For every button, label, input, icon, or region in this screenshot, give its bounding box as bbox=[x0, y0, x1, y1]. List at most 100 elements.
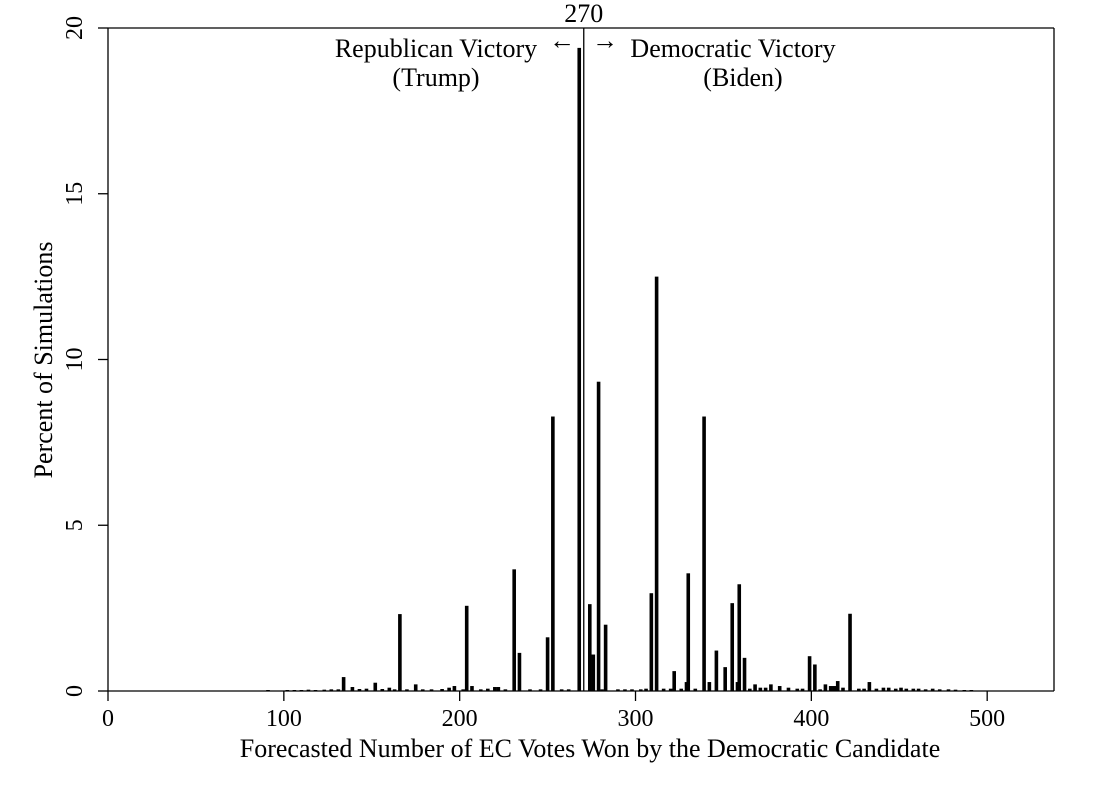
histogram-bar bbox=[835, 681, 840, 691]
histogram-bar bbox=[857, 688, 861, 691]
histogram-bar bbox=[937, 689, 942, 691]
histogram-bar bbox=[413, 684, 418, 691]
histogram-bar bbox=[364, 688, 369, 691]
histogram-bar bbox=[969, 690, 974, 691]
x-tick-label: 100 bbox=[266, 706, 302, 732]
x-tick-label: 400 bbox=[793, 706, 829, 732]
histogram-bar bbox=[763, 687, 768, 691]
histogram-bar bbox=[387, 687, 392, 691]
y-tick-label: 15 bbox=[62, 182, 88, 206]
histogram-bar bbox=[559, 689, 564, 691]
histogram-bar bbox=[753, 684, 757, 691]
histogram-bar bbox=[707, 682, 712, 691]
histogram-bar bbox=[874, 688, 879, 691]
histogram-bar bbox=[818, 689, 822, 691]
histogram-bar bbox=[758, 687, 763, 691]
histogram-bar bbox=[881, 687, 886, 691]
histogram-bar bbox=[517, 652, 522, 691]
democratic-victory-annotation: Democratic Victory (Biden) → bbox=[592, 26, 836, 92]
histogram-bar bbox=[823, 684, 828, 691]
histogram-bar bbox=[322, 689, 327, 691]
histogram-bar bbox=[596, 381, 601, 691]
histogram-bar bbox=[373, 682, 378, 691]
histogram-bar bbox=[587, 604, 592, 691]
histogram-bar bbox=[392, 689, 397, 691]
histogram-bar bbox=[503, 689, 508, 691]
histogram-bar bbox=[795, 688, 800, 691]
histogram-bar bbox=[899, 687, 903, 691]
histogram-bar bbox=[616, 689, 620, 691]
histogram-bar bbox=[461, 689, 465, 691]
histogram-bar bbox=[904, 688, 909, 691]
y-tick-label: 5 bbox=[62, 519, 88, 531]
histogram-bar bbox=[668, 688, 673, 691]
histogram-bar bbox=[405, 689, 409, 691]
threshold-270-label: 270 bbox=[564, 0, 603, 28]
x-tick-label: 200 bbox=[442, 706, 478, 732]
histogram-bar bbox=[313, 690, 318, 691]
republican-victory-annotation: Republican Victory (Trump) ← bbox=[335, 26, 575, 92]
democratic-victory-label: Democratic Victory bbox=[630, 34, 835, 63]
histogram-bar bbox=[600, 689, 604, 691]
biden-label: (Biden) bbox=[703, 63, 782, 92]
histogram-bar bbox=[786, 687, 791, 691]
histogram-bar bbox=[420, 689, 425, 691]
left-arrow-icon: ← bbox=[549, 26, 575, 55]
histogram-bar bbox=[440, 689, 444, 691]
histogram-bar bbox=[661, 688, 666, 691]
histogram-bar bbox=[545, 637, 550, 691]
bars-group bbox=[266, 47, 974, 691]
histogram-bar bbox=[737, 584, 742, 691]
histogram-bar bbox=[723, 667, 727, 691]
histogram-bar bbox=[930, 688, 935, 691]
x-tick-label: 300 bbox=[618, 706, 654, 732]
histogram-bar bbox=[528, 689, 532, 691]
y-tick-label: 0 bbox=[62, 685, 88, 697]
histogram-bar bbox=[946, 689, 951, 691]
histogram-bar bbox=[577, 47, 582, 691]
histogram-bar bbox=[962, 690, 967, 691]
histogram-bar bbox=[266, 690, 270, 691]
republican-victory-label: Republican Victory bbox=[335, 34, 537, 63]
histogram-bar bbox=[496, 687, 501, 691]
histogram-bar bbox=[748, 688, 752, 691]
histogram-bar bbox=[769, 684, 773, 691]
histogram-bar bbox=[953, 689, 958, 691]
x-tick-label: 500 bbox=[969, 706, 1005, 732]
histogram-bar bbox=[357, 689, 362, 691]
histogram-bar bbox=[742, 657, 747, 691]
right-arrow-icon: → bbox=[592, 26, 618, 55]
histogram-bar bbox=[470, 686, 474, 691]
histogram-bar bbox=[638, 689, 643, 691]
histogram-bar bbox=[867, 682, 872, 691]
histogram-bar bbox=[341, 677, 346, 691]
histogram-bar bbox=[686, 573, 691, 691]
histogram-bar bbox=[672, 671, 676, 691]
histogram-bar bbox=[777, 686, 782, 691]
histogram-bar bbox=[649, 593, 654, 691]
histogram-bar bbox=[306, 689, 311, 691]
histogram-bar bbox=[486, 688, 490, 691]
histogram-bar bbox=[623, 689, 627, 691]
histogram-bar bbox=[350, 687, 355, 691]
histogram-bar bbox=[923, 689, 928, 691]
histogram-bar bbox=[538, 689, 543, 691]
histogram-bar bbox=[292, 690, 297, 691]
histogram-bar bbox=[828, 686, 833, 691]
histogram-bar bbox=[730, 603, 735, 691]
histogram-bar bbox=[299, 690, 304, 691]
histogram-bar bbox=[398, 614, 402, 691]
histogram-bar bbox=[329, 689, 334, 691]
y-tick-label: 20 bbox=[62, 16, 88, 40]
histogram-bar bbox=[380, 689, 385, 691]
histogram-bar bbox=[916, 688, 921, 691]
histogram-bar bbox=[591, 654, 596, 691]
histogram-bar bbox=[832, 686, 837, 691]
histogram-bar bbox=[807, 656, 812, 691]
histogram-bar bbox=[452, 686, 457, 691]
histogram-bar bbox=[336, 689, 341, 691]
histogram-bar bbox=[886, 687, 891, 691]
histogram-bar bbox=[679, 688, 684, 691]
histogram-bar bbox=[911, 688, 916, 691]
histogram-bar bbox=[841, 687, 845, 691]
